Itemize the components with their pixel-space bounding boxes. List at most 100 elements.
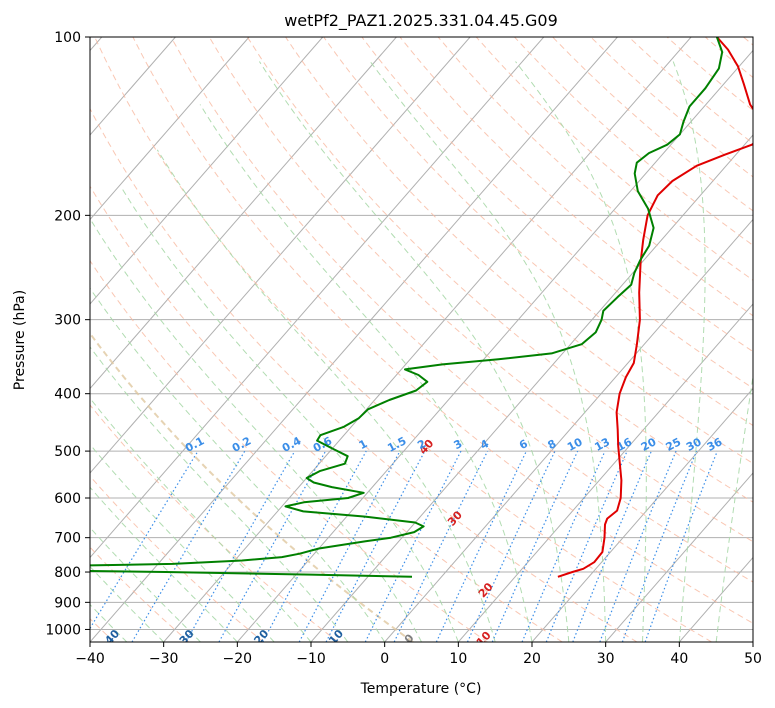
dry-adiabat-line — [90, 185, 563, 642]
y-tick-label: 500 — [54, 444, 81, 460]
moist-adiabat-line — [121, 187, 459, 642]
isotherm-line — [163, 37, 692, 642]
mixing-ratio-lines — [90, 450, 718, 642]
chart-title: wetPf2_PAZ1.2025.331.04.45.G09 — [284, 11, 558, 31]
x-tick-label: 0 — [380, 651, 389, 667]
mixing-ratio-label: 20 — [639, 435, 659, 454]
moist-adiabat-line — [515, 61, 647, 642]
mixing-ratio-label: 30 — [684, 435, 704, 454]
y-tick-label: 200 — [54, 208, 81, 224]
dry-adiabat-line — [514, 37, 753, 246]
moist-adiabat-line — [672, 61, 706, 642]
mixing-ratio-line — [364, 450, 462, 642]
mixing-ratio-line — [393, 450, 489, 642]
isotherm-line — [531, 387, 753, 642]
isotherm-line — [90, 37, 545, 559]
mixing-ratio-label: 16 — [615, 435, 635, 454]
y-axis-label: Pressure (hPa) — [12, 290, 28, 390]
mixing-ratio-label: 10 — [565, 435, 585, 454]
dry-adiabat-line — [208, 37, 753, 543]
dry-adiabat-line — [475, 37, 753, 281]
dry-adiabat-line — [246, 37, 753, 503]
mixing-ratio-line — [218, 450, 327, 642]
x-tick-label: 30 — [597, 651, 615, 667]
dry-adiabat-line — [170, 37, 753, 583]
mixing-ratio-line — [262, 450, 367, 642]
moist-adiabat-line — [156, 149, 496, 642]
isotherm-line — [90, 37, 471, 474]
mixing-ratio-label: 36 — [705, 435, 725, 454]
moist-adiabat-line — [90, 346, 349, 642]
dry-adiabats — [90, 37, 753, 642]
dry-adiabat-line — [285, 37, 753, 465]
y-tick-label: 1000 — [45, 622, 81, 638]
y-tick-label: 300 — [54, 313, 81, 329]
mixing-ratio-line — [599, 450, 677, 642]
dry-adiabat-line — [361, 37, 753, 389]
y-tick-label: 100 — [54, 30, 81, 46]
moist-adiabat-line — [369, 61, 607, 642]
dry-adiabat-line — [552, 37, 753, 212]
dry-adiabat-line — [90, 475, 264, 642]
mixing-ratio-line — [90, 450, 199, 630]
moist-adiabat-line — [90, 486, 238, 642]
isotherm-line — [457, 303, 753, 642]
isotherm-line — [605, 472, 753, 642]
moist-adiabat-line — [715, 372, 753, 642]
mixing-ratio-label: 25 — [664, 435, 684, 454]
moist-adiabat-line — [90, 287, 386, 642]
x-tick-label: 20 — [523, 651, 541, 667]
moist-adiabat-line — [258, 61, 570, 642]
dewpoint-series-line — [90, 37, 724, 578]
dry-adiabat-line — [323, 37, 753, 427]
x-tick-label: 10 — [449, 651, 467, 667]
mixing-ratio-line — [491, 450, 579, 642]
temperature-series-line — [557, 37, 753, 578]
grid-lines — [90, 37, 753, 642]
x-tick-label: −30 — [149, 651, 179, 667]
moist-adiabat-line — [90, 443, 275, 642]
sounding-series — [90, 37, 753, 578]
moist-adiabat-line — [90, 565, 165, 642]
moist-adiabat-line — [199, 104, 533, 642]
mixing-ratio-line — [572, 450, 652, 642]
x-axis-ticks: −40 −30 −20 −10 0 10 20 30 40 50 — [75, 642, 762, 667]
isotherm-line — [90, 37, 618, 642]
moist-adiabat-line — [91, 221, 422, 642]
mixing-ratio-line — [521, 450, 606, 642]
x-axis-label: Temperature (°C) — [360, 681, 482, 697]
moist-adiabat-line — [90, 397, 312, 642]
x-tick-label: −10 — [296, 651, 326, 667]
mixing-ratio-line — [644, 450, 718, 642]
plot-area: -100-90-80-70-60-50-40-30-20-10010203040… — [90, 37, 753, 646]
plot-frame — [89, 36, 754, 643]
dry-adiabat-line — [90, 331, 414, 642]
dry-adiabat-line — [94, 37, 712, 642]
mixing-ratio-line — [298, 450, 401, 642]
y-tick-label: 800 — [54, 565, 81, 581]
y-axis-ticks: 100 200 300 400 500 600 700 800 900 1000 — [45, 30, 90, 638]
x-tick-label: 40 — [670, 651, 688, 667]
y-tick-label: 900 — [54, 595, 81, 611]
moist-adiabat-line — [90, 526, 201, 642]
y-tick-label: 600 — [54, 491, 81, 507]
isotherm-line — [90, 37, 397, 390]
dry-adiabat-label: 0 — [402, 631, 417, 646]
dry-adiabat-line — [132, 37, 753, 624]
moist-adiabats — [90, 61, 753, 642]
mixing-ratio-label: 13 — [592, 435, 612, 454]
isotherm-line — [90, 37, 324, 305]
y-tick-label: 400 — [54, 387, 81, 403]
x-tick-label: −20 — [223, 651, 253, 667]
dry-adiabat-line — [90, 107, 638, 642]
x-tick-label: −40 — [75, 651, 105, 667]
x-tick-label: 50 — [744, 651, 762, 667]
isotherm-line — [384, 218, 753, 642]
dry-adiabat-line — [399, 37, 753, 353]
mixing-ratio-line — [621, 450, 698, 642]
y-tick-label: 700 — [54, 531, 81, 547]
mixing-ratio-line — [545, 450, 628, 642]
isotherm-line — [90, 37, 250, 221]
